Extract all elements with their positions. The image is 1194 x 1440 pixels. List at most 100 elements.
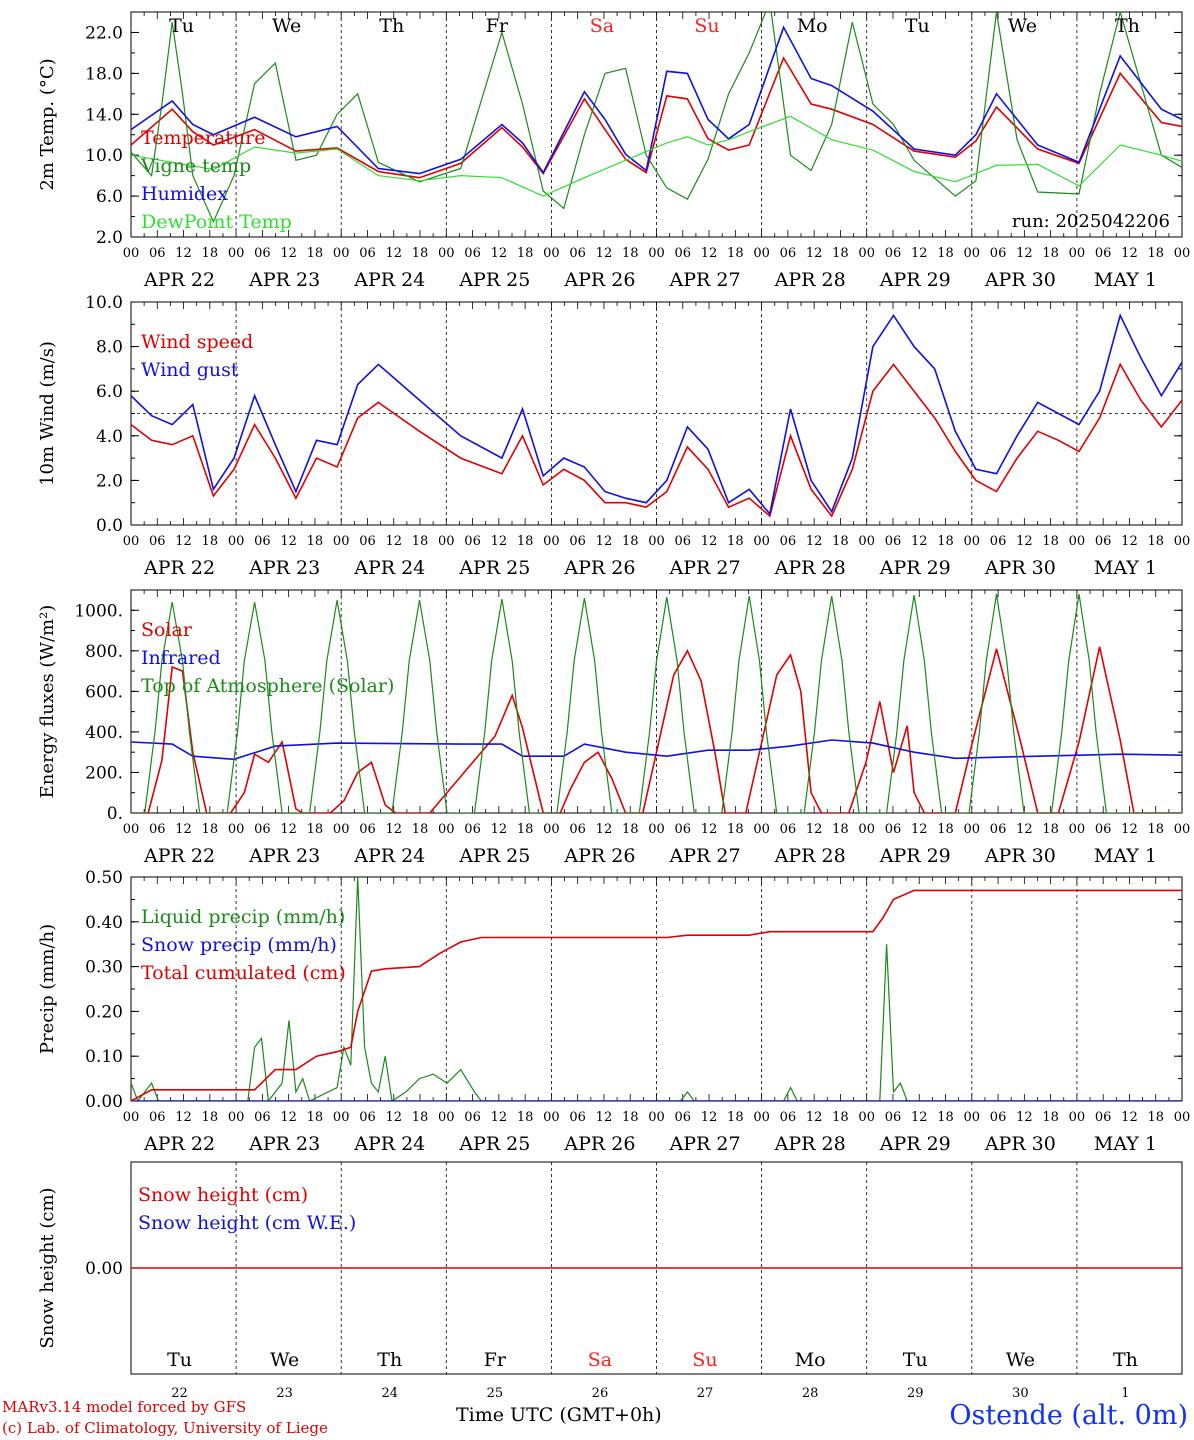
hour-tick-label: 06 (254, 822, 271, 837)
date-label: MAY 1 (1094, 845, 1157, 867)
hour-tick-label: 12 (701, 246, 718, 261)
hour-tick-label: 12 (280, 534, 297, 549)
hour-tick-label: 06 (990, 246, 1007, 261)
hour-tick-label: 06 (1095, 246, 1112, 261)
hour-tick-label: 18 (202, 246, 219, 261)
hour-tick-label: 06 (464, 246, 481, 261)
date-label: APR 24 (353, 845, 425, 867)
hour-tick-label: 06 (254, 1110, 271, 1125)
date-label: MAY 1 (1094, 557, 1157, 579)
series-dewpoint-temp (131, 115, 1182, 197)
hour-tick-label: 12 (911, 1110, 928, 1125)
hour-tick-label: 00 (333, 1110, 350, 1125)
panel-2 (130, 301, 1183, 526)
date-label: APR 30 (984, 557, 1056, 579)
legend-entry: Snow height (cm) (138, 1184, 308, 1206)
hour-tick-label: 18 (937, 1110, 954, 1125)
day-number-label: 27 (697, 1386, 714, 1401)
hour-tick-label: 00 (438, 534, 455, 549)
hour-tick-label: 06 (990, 534, 1007, 549)
hour-tick-label: 12 (701, 822, 718, 837)
hour-tick-label: 12 (175, 1110, 192, 1125)
hour-tick-label: 12 (175, 534, 192, 549)
hour-tick-label: 00 (648, 534, 665, 549)
hour-tick-label: 06 (464, 822, 481, 837)
hour-tick-label: 18 (517, 246, 534, 261)
y-axis-label: 2m Temp. (°C) (37, 58, 58, 190)
weekday-label: Tu (167, 1349, 192, 1371)
date-label: APR 22 (143, 845, 215, 867)
y-tick-label: 0.0 (96, 516, 123, 536)
hour-tick-label: 18 (202, 534, 219, 549)
hour-tick-label: 12 (1016, 534, 1033, 549)
date-label: APR 29 (879, 845, 951, 867)
hour-tick-label: 06 (1095, 822, 1112, 837)
hour-tick-label: 06 (569, 1110, 586, 1125)
date-label: APR 24 (353, 557, 425, 579)
weekday-label: Mo (795, 1349, 826, 1371)
series-vigne-temp (131, 12, 1182, 224)
weekday-label: Th (379, 15, 404, 37)
hour-tick-label: 00 (438, 246, 455, 261)
y-tick-label: 0. (107, 804, 123, 824)
day-number-label: 1 (1121, 1386, 1129, 1401)
hour-tick-label: 12 (806, 1110, 823, 1125)
date-label: APR 23 (248, 557, 320, 579)
hour-tick-label: 06 (569, 534, 586, 549)
hour-tick-label: 12 (596, 822, 613, 837)
y-tick-label: 14.0 (85, 105, 123, 125)
date-label: APR 22 (143, 557, 215, 579)
date-label: APR 30 (984, 1133, 1056, 1155)
legend-entry: Wind speed (141, 331, 253, 353)
day-number-label: 26 (592, 1386, 609, 1401)
hour-tick-label: 18 (937, 534, 954, 549)
hour-tick-label: 06 (254, 246, 271, 261)
legend-entry: Top of Atmosphere (Solar) (141, 675, 394, 697)
y-tick-label: 0.20 (85, 1002, 123, 1022)
hour-tick-label: 18 (727, 534, 744, 549)
date-label: MAY 1 (1094, 1133, 1157, 1155)
hour-tick-label: 06 (780, 534, 797, 549)
weekday-label: Th (1115, 15, 1140, 37)
hour-tick-label: 06 (569, 246, 586, 261)
series-liquid-precip-mm-h- (131, 877, 1182, 1101)
hour-tick-label: 18 (412, 246, 429, 261)
day-number-label: 30 (1012, 1386, 1029, 1401)
date-label: APR 27 (669, 269, 741, 291)
hour-tick-label: 06 (149, 1110, 166, 1125)
hour-tick-label: 18 (307, 246, 324, 261)
hour-tick-label: 18 (622, 1110, 639, 1125)
hour-tick-label: 00 (648, 1110, 665, 1125)
weekday-label: Sa (590, 15, 614, 37)
weekday-label: Sa (588, 1349, 612, 1371)
series-total-cumulated-cm- (131, 889, 1182, 1101)
weekday-label: Su (692, 1349, 717, 1371)
hour-tick-label: 12 (806, 246, 823, 261)
hour-tick-label: 00 (333, 534, 350, 549)
hour-tick-label: 00 (1174, 822, 1191, 837)
date-label: APR 25 (458, 845, 530, 867)
hour-tick-label: 12 (701, 534, 718, 549)
day-number-label: 22 (171, 1386, 188, 1401)
series-humidex (131, 25, 1182, 175)
y-tick-label: 800. (85, 642, 123, 662)
date-label: APR 30 (984, 845, 1056, 867)
hour-tick-label: 18 (832, 822, 849, 837)
hour-tick-label: 00 (858, 246, 875, 261)
date-label: APR 23 (248, 269, 320, 291)
y-tick-label: 8.0 (96, 338, 123, 358)
legend-entry: Snow height (cm W.E.) (138, 1212, 356, 1234)
hour-tick-label: 00 (648, 246, 665, 261)
hour-tick-label: 00 (753, 246, 770, 261)
hour-tick-label: 12 (596, 1110, 613, 1125)
hour-tick-label: 12 (491, 246, 508, 261)
hour-tick-label: 18 (1147, 246, 1164, 261)
hour-tick-label: 12 (1121, 246, 1138, 261)
day-number-label: 23 (276, 1386, 293, 1401)
weekday-label: Su (694, 15, 719, 37)
hour-tick-label: 12 (491, 1110, 508, 1125)
date-label: APR 29 (879, 557, 951, 579)
series-wind-gust (131, 313, 1182, 516)
hour-tick-label: 06 (675, 246, 692, 261)
